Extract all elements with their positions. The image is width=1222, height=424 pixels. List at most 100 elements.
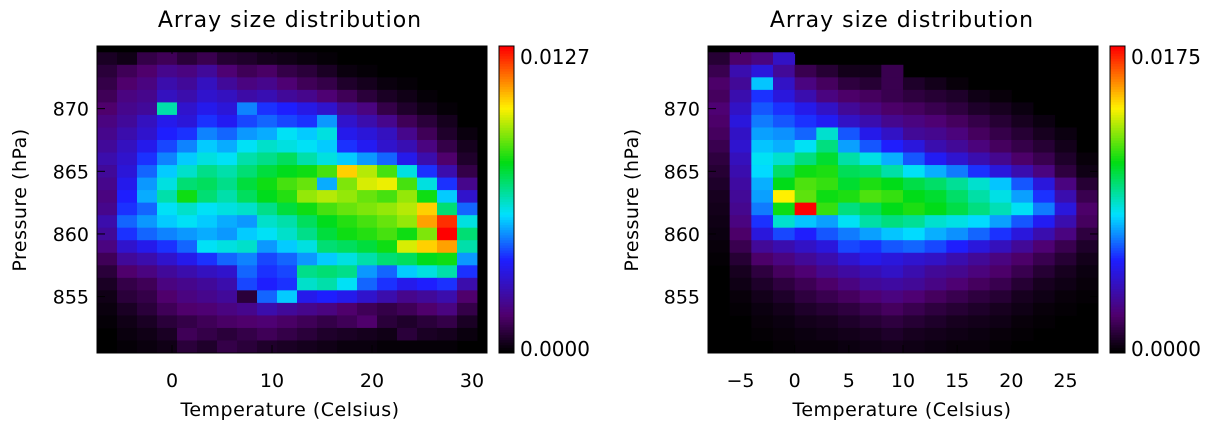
plot-border bbox=[96, 45, 488, 354]
colorbar-segment bbox=[1110, 304, 1125, 308]
heatmap-cell bbox=[437, 252, 458, 266]
heatmap-cell bbox=[859, 215, 882, 229]
heatmap-cell bbox=[946, 152, 969, 166]
heatmap-cell bbox=[417, 340, 438, 354]
heatmap-cell bbox=[237, 327, 258, 341]
heatmap-cell bbox=[337, 77, 358, 91]
heatmap-cell bbox=[1011, 290, 1034, 304]
colorbar-segment bbox=[1110, 347, 1125, 351]
heatmap-cell bbox=[237, 152, 258, 166]
colorbar-segment bbox=[499, 337, 514, 341]
heatmap-cell bbox=[217, 302, 238, 316]
heatmap-cell bbox=[357, 89, 378, 103]
heatmap-cell bbox=[773, 315, 796, 329]
colorbar-segment bbox=[1110, 217, 1125, 221]
colorbar-segment bbox=[1110, 319, 1125, 323]
heatmap-cell bbox=[1033, 302, 1056, 316]
colorbar-segment bbox=[1110, 232, 1125, 236]
heatmap-cell bbox=[97, 202, 118, 216]
heatmap-cell bbox=[277, 340, 298, 354]
heatmap-cell bbox=[97, 165, 118, 178]
colorbar-segment bbox=[499, 161, 514, 165]
heatmap-cell bbox=[357, 290, 378, 304]
heatmap-cell bbox=[417, 240, 438, 254]
heatmap-cell bbox=[1033, 215, 1056, 229]
heatmap-cell bbox=[437, 190, 458, 204]
heatmap-cell bbox=[217, 89, 238, 103]
heatmap-cell bbox=[437, 315, 458, 329]
colorbar-segment bbox=[1110, 237, 1125, 241]
heatmap-cell bbox=[97, 315, 118, 329]
heatmap-cell bbox=[117, 340, 138, 354]
heatmap-cell bbox=[277, 64, 298, 78]
heatmap-cell bbox=[357, 165, 378, 178]
heatmap-cell bbox=[457, 215, 478, 229]
colorbar-segment bbox=[1110, 225, 1125, 229]
heatmap-cell bbox=[708, 102, 731, 116]
heatmap-cell bbox=[357, 127, 378, 141]
heatmap-cell bbox=[794, 190, 817, 204]
heatmap-cell bbox=[97, 302, 118, 316]
heatmap-cell bbox=[377, 302, 398, 316]
heatmap-cell bbox=[773, 265, 796, 279]
heatmap-cell bbox=[729, 152, 752, 166]
heatmap-cell bbox=[924, 114, 947, 128]
colorbar-segment bbox=[499, 289, 514, 293]
heatmap-cell bbox=[881, 340, 904, 354]
heatmap-cell bbox=[946, 327, 969, 341]
heatmap-cell bbox=[337, 177, 358, 191]
colorbar-segment bbox=[1110, 350, 1125, 354]
heatmap-cell bbox=[457, 152, 478, 166]
colorbar-segment bbox=[499, 202, 514, 206]
heatmap-cell bbox=[708, 215, 731, 229]
colorbar-segment bbox=[1110, 56, 1125, 60]
heatmap-cell bbox=[1054, 252, 1077, 266]
heatmap-cell bbox=[838, 114, 861, 128]
heatmap-cell bbox=[257, 77, 278, 91]
heatmap-cell bbox=[437, 202, 458, 216]
heatmap-cell bbox=[197, 64, 218, 78]
heatmap-cell bbox=[157, 277, 178, 291]
heatmap-cell bbox=[729, 165, 752, 178]
heatmap-cell bbox=[881, 240, 904, 254]
heatmap-cell bbox=[137, 127, 158, 141]
heatmap-cell bbox=[1033, 165, 1056, 178]
heatmap-cell bbox=[337, 290, 358, 304]
heatmap-cell bbox=[903, 127, 926, 141]
heatmap-cell bbox=[989, 89, 1012, 103]
colorbar-segment bbox=[499, 309, 514, 313]
colorbar-segment bbox=[499, 273, 514, 277]
heatmap-cell bbox=[117, 252, 138, 266]
heatmap-cell bbox=[924, 127, 947, 141]
heatmap-cell bbox=[437, 302, 458, 316]
heatmap-cell bbox=[377, 152, 398, 166]
colorbar-segment bbox=[1110, 271, 1125, 275]
x-tick-label: 30 bbox=[460, 370, 484, 392]
heatmap-cell bbox=[217, 165, 238, 178]
heatmap-cell bbox=[881, 327, 904, 341]
heatmap-cell bbox=[277, 114, 298, 128]
heatmap-cell bbox=[903, 215, 926, 229]
heatmap-cell bbox=[97, 252, 118, 266]
heatmap-cell bbox=[417, 277, 438, 291]
heatmap-cell bbox=[317, 290, 338, 304]
colorbar-segment bbox=[1110, 150, 1125, 154]
colorbar-segment bbox=[499, 306, 514, 311]
heatmap-cell bbox=[177, 89, 198, 103]
heatmap-cell bbox=[377, 89, 398, 103]
heatmap-cell bbox=[197, 177, 218, 191]
heatmap-cell bbox=[437, 277, 458, 291]
chart-title: Array size distribution bbox=[158, 8, 422, 33]
colorbar-segment bbox=[499, 102, 514, 106]
heatmap-cell bbox=[177, 340, 198, 354]
heatmap-cell bbox=[924, 340, 947, 354]
heatmap-cell bbox=[297, 327, 318, 341]
colorbar-segment bbox=[1110, 299, 1125, 303]
heatmap-cell bbox=[297, 177, 318, 191]
heatmap-cell bbox=[197, 240, 218, 254]
heatmap-cell bbox=[257, 227, 278, 241]
heatmap-cell bbox=[1076, 202, 1099, 216]
colorbar-segment bbox=[499, 299, 514, 303]
colorbar-segment bbox=[499, 317, 514, 321]
heatmap-cell bbox=[989, 127, 1012, 141]
